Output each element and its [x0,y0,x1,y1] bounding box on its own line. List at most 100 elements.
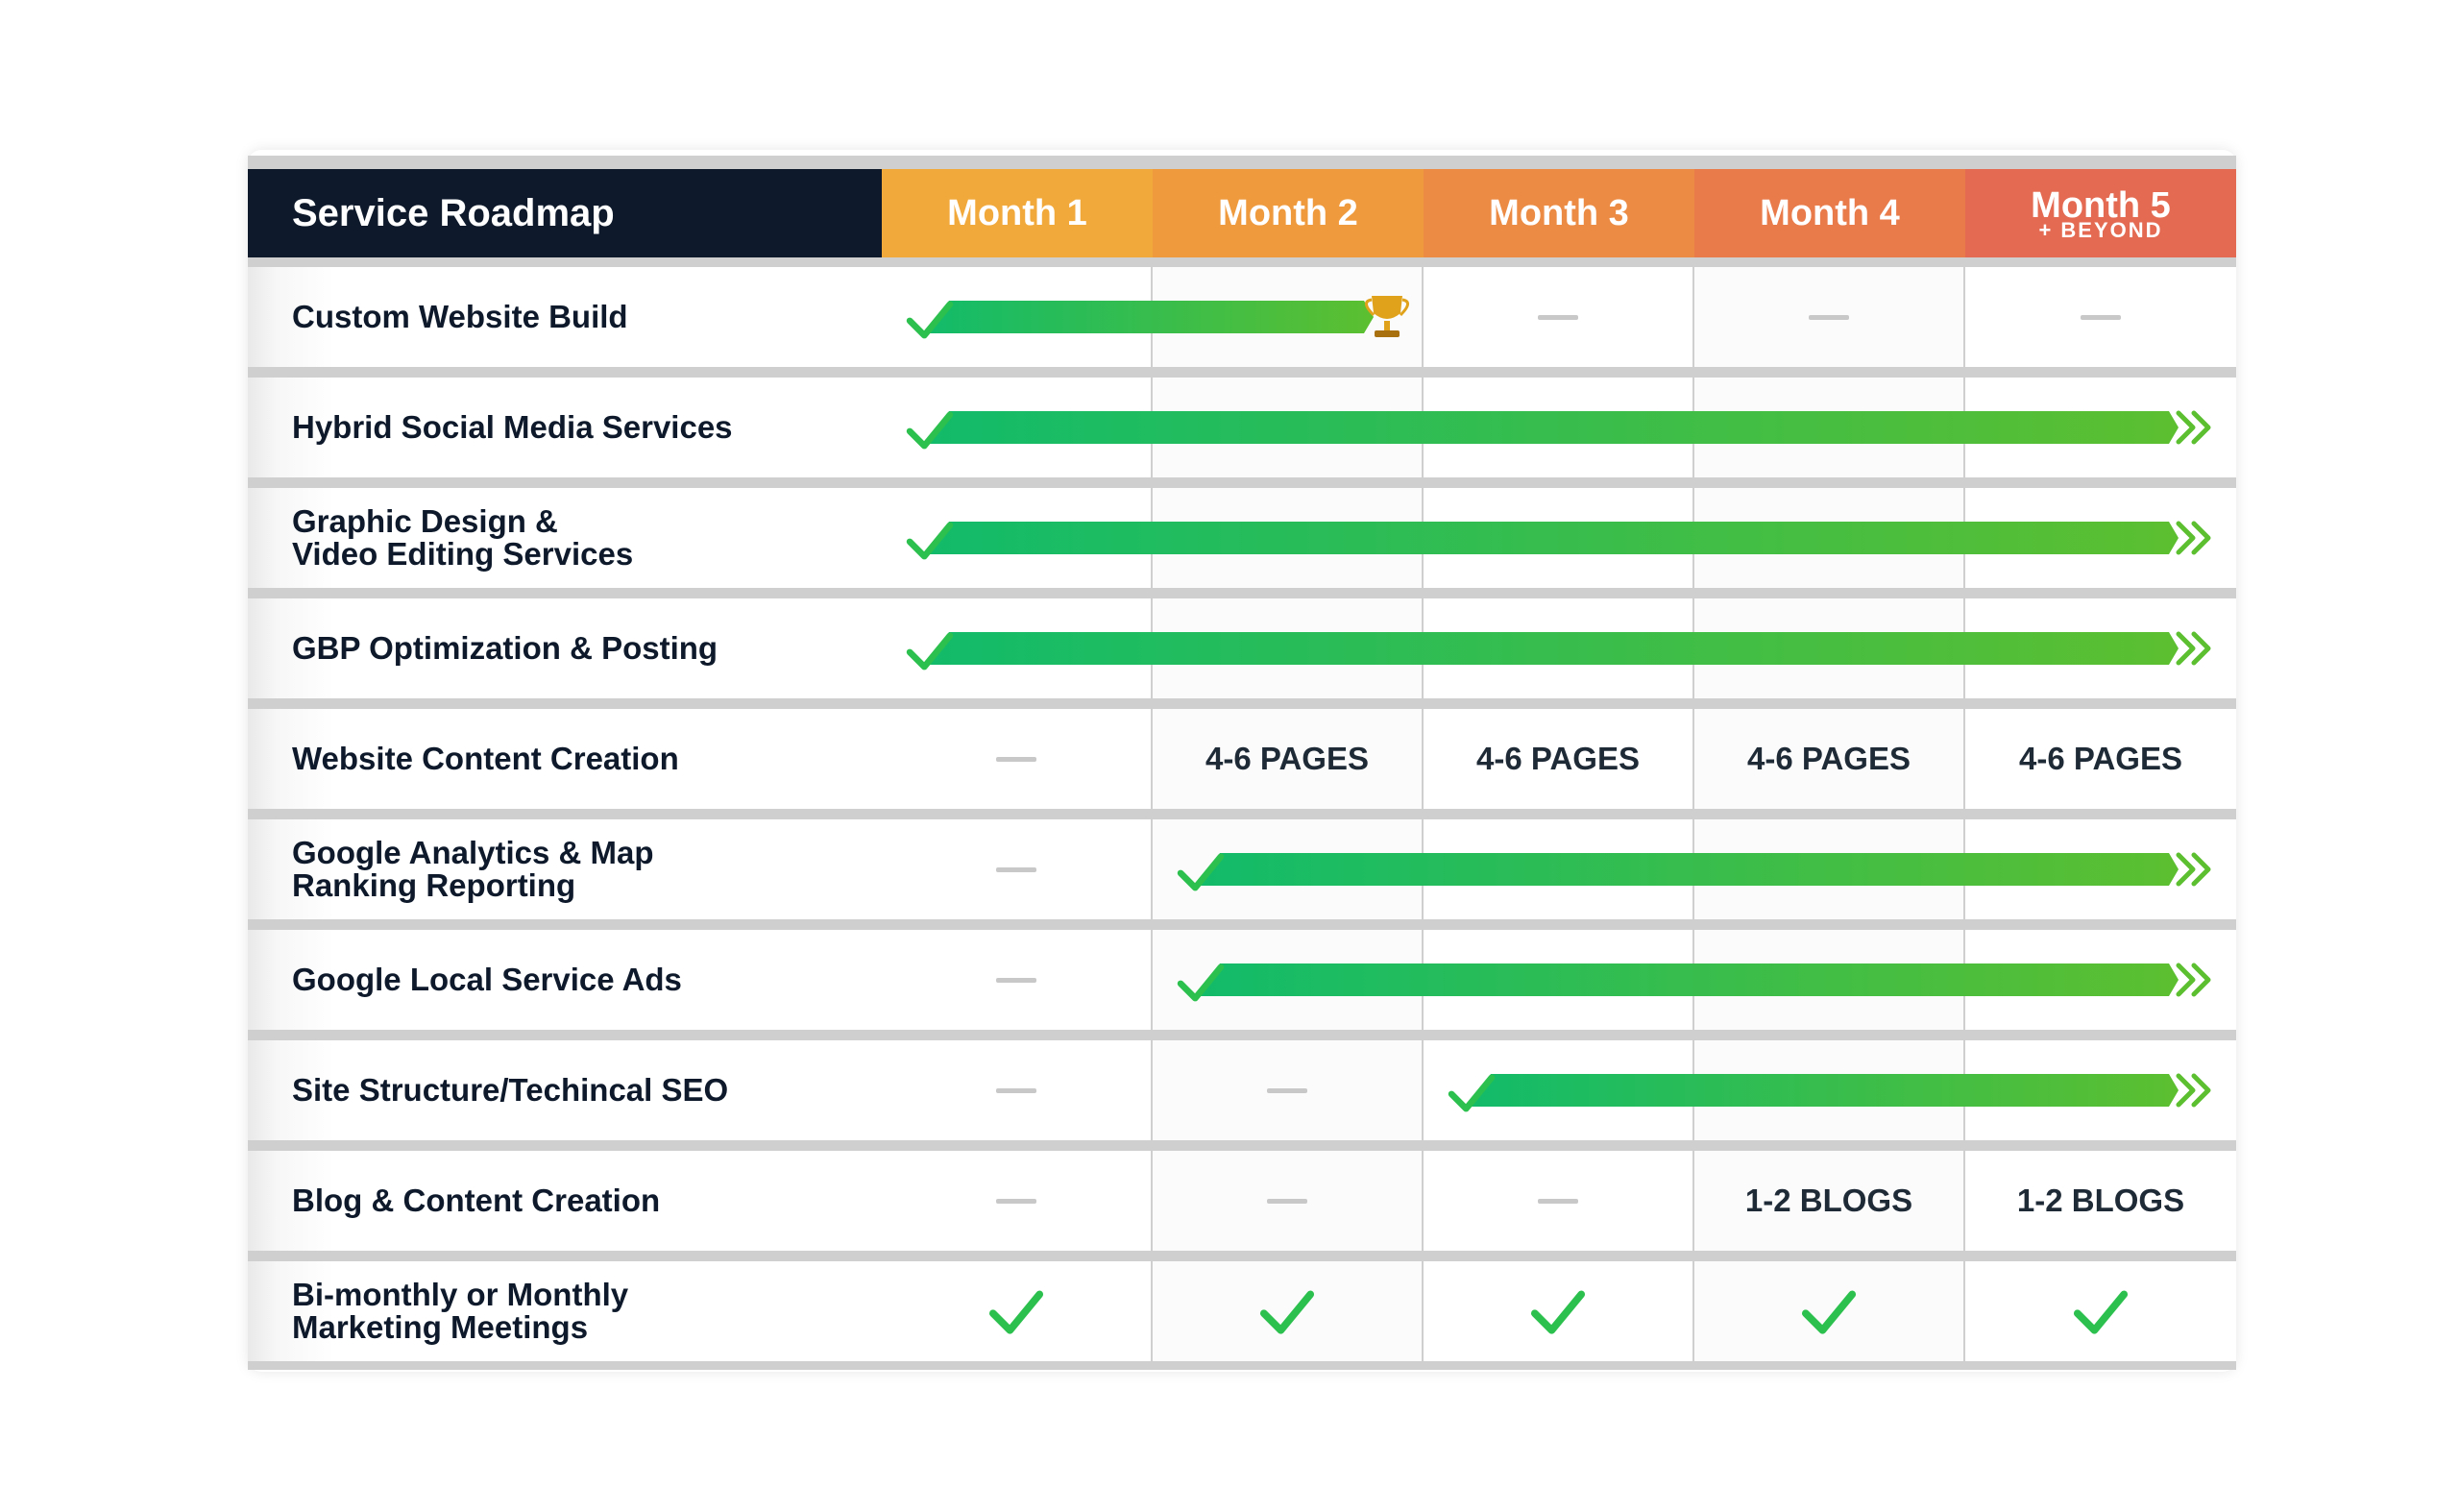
cell-month-5: 4-6 PAGES [1965,709,2236,809]
check-icon [1259,1290,1315,1334]
row-label: Google Analytics & Map Ranking Reporting [248,819,882,919]
check-icon [1530,1290,1586,1334]
check-icon [2073,1290,2129,1334]
check-icon [1177,853,1225,891]
cell-month-2: 4-6 PAGES [1153,709,1422,809]
header-month-2: Month 2 [1153,169,1424,257]
double-chevron-icon [2176,963,2196,997]
cell-month-4 [1694,1261,1963,1361]
cell-month-4: 4-6 PAGES [1694,709,1963,809]
row-label: GBP Optimization & Posting [248,598,882,698]
dash-icon [1538,1198,1578,1204]
cell-value: 4-6 PAGES [1476,741,1640,776]
double-chevron-icon [2176,852,2196,887]
bar-fill [926,411,2179,444]
header-month-sublabel: + BEYOND [2038,218,2163,242]
cell-month-2 [1153,1040,1422,1140]
bar-fill [1468,1074,2179,1107]
header-month-label: Month 3 [1489,193,1629,233]
timeline-bar [906,631,2211,671]
row-label: Blog & Content Creation [248,1151,882,1251]
cell-month-1 [882,709,1151,809]
header-month-label: Month 1 [947,193,1087,233]
header-month-label: Month 5 [2031,185,2171,226]
row-label: Google Local Service Ads [248,930,882,1030]
cell-month-1 [882,1040,1151,1140]
cell-value: 4-6 PAGES [1747,741,1911,776]
header-month-4: Month 4 [1694,169,1965,257]
header-month-3: Month 3 [1424,169,1694,257]
check-icon [906,522,954,560]
cell-month-1 [882,1151,1151,1251]
cell-value: 4-6 PAGES [1205,741,1369,776]
bar-fill [926,632,2179,665]
double-chevron-icon [2191,852,2211,887]
check-icon [1801,1290,1857,1334]
cell-month-1 [882,930,1151,1030]
timeline-bar [1177,963,2211,1002]
dash-icon [996,866,1036,872]
cell-month-5 [1965,1261,2236,1361]
row-label: Bi-monthly or Monthly Marketing Meetings [248,1261,882,1361]
bar-fill [926,522,2179,554]
dash-icon [1538,314,1578,320]
double-chevron-icon [2191,1073,2211,1108]
meeting-check [2073,1290,2129,1334]
cell-value: 1-2 BLOGS [1744,1183,1913,1218]
header-month-label: Month 2 [1218,193,1358,233]
meeting-check [1259,1290,1315,1334]
double-chevron-icon [2191,521,2211,555]
bar-fill [1197,853,2179,886]
header-month-1: Month 1 [882,169,1153,257]
row-label: Site Structure/Techincal SEO [248,1040,882,1140]
meeting-check [1530,1290,1586,1334]
service-roadmap-table: Service Roadmap Month 1 Month 2 Month 3 Mon… [248,156,2236,1370]
timeline-bars [906,296,2211,1334]
dash-icon [1267,1087,1307,1093]
double-chevron-icon [2176,521,2196,555]
check-icon [906,632,954,671]
dash-icon [996,756,1036,762]
dash-icon [996,977,1036,983]
double-chevron-icon [2176,1073,2196,1108]
double-chevron-icon [2176,410,2196,445]
check-icon [906,411,954,450]
table-title: Service Roadmap [248,169,882,257]
double-chevron-icon [2191,410,2211,445]
dash-icon [1267,1198,1307,1204]
header-month-5: Month 5 + BEYOND [1965,169,2236,257]
cell-month-2 [1153,1151,1422,1251]
cell-month-3 [1424,1151,1692,1251]
double-chevron-icon [2191,963,2211,997]
cell-month-2 [1153,1261,1422,1361]
bar-fill [1197,963,2179,996]
timeline-bar [1177,852,2211,891]
cell-month-3 [1424,267,1692,367]
double-chevron-icon [2176,631,2196,666]
dash-icon [996,1198,1036,1204]
check-icon [906,301,954,339]
dash-icon [1809,314,1849,320]
row-label: Hybrid Social Media Services [248,378,882,477]
cell-month-1 [882,1261,1151,1361]
check-icon [1177,963,1225,1002]
trophy-icon [1365,296,1409,337]
row-label: Custom Website Build [248,267,882,367]
dash-icon [996,1087,1036,1093]
header-month-label: Month 4 [1760,193,1900,233]
timeline-bar [906,521,2211,560]
cell-month-5: 1-2 BLOGS [1965,1151,2236,1251]
cell-month-5 [1965,267,2236,367]
check-icon [1448,1074,1496,1112]
cell-month-1 [882,819,1151,919]
bar-fill [926,301,1374,333]
timeline-bar [1448,1073,2211,1112]
cell-month-4: 1-2 BLOGS [1694,1151,1963,1251]
meeting-check [1801,1290,1857,1334]
timeline-bar [906,296,1409,339]
double-chevron-icon [2191,631,2211,666]
meeting-check [988,1290,1044,1334]
cell-month-3 [1424,1261,1692,1361]
timeline-bar [906,410,2211,450]
cell-value: 4-6 PAGES [2019,741,2182,776]
